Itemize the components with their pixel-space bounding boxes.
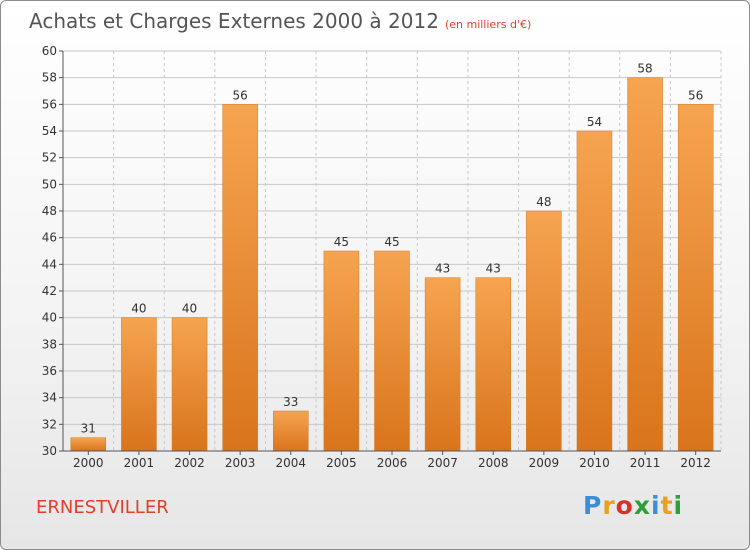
bar bbox=[627, 77, 663, 452]
bar bbox=[424, 277, 461, 452]
y-tick-label: 60 bbox=[42, 44, 57, 58]
y-tick-label: 56 bbox=[42, 97, 57, 111]
logo-letter: i bbox=[651, 491, 661, 520]
x-tick-label: 2005 bbox=[326, 456, 357, 470]
y-tick-label: 52 bbox=[42, 151, 57, 165]
logo-letter: i bbox=[673, 491, 684, 520]
bar bbox=[323, 250, 360, 452]
y-tick-label: 36 bbox=[42, 364, 57, 378]
bar bbox=[677, 104, 714, 452]
bars: 31 40 40 56 33 45 45 43 43 48 54 58 56 bbox=[70, 62, 714, 452]
x-tick-label: 2012 bbox=[680, 456, 711, 470]
bar-value-label: 31 bbox=[81, 422, 96, 436]
x-tick-label: 2003 bbox=[225, 456, 256, 470]
chart-title: Achats et Charges Externes 2000 à 2012 (e… bbox=[29, 9, 531, 33]
x-tick-label: 2001 bbox=[124, 456, 155, 470]
bar bbox=[526, 210, 562, 452]
x-tick-label: 2006 bbox=[377, 456, 408, 470]
place-name: ERNESTVILLER bbox=[36, 497, 169, 518]
axes: 30 32 34 36 38 40 42 44 46 48 50 52 54 56 58 60 2000 2001… bbox=[42, 44, 721, 470]
x-tick-label: 2011 bbox=[630, 456, 661, 470]
y-tick-label: 46 bbox=[42, 231, 57, 245]
bar-value-label: 56 bbox=[688, 88, 703, 102]
proxiti-logo[interactable]: Proxiti bbox=[583, 491, 683, 520]
bar-value-label: 40 bbox=[131, 302, 146, 316]
y-tick-label: 30 bbox=[42, 444, 57, 458]
logo-letter: t bbox=[660, 491, 674, 520]
bar bbox=[576, 130, 613, 452]
logo-letter: r bbox=[602, 491, 616, 520]
bar bbox=[171, 317, 208, 452]
bar bbox=[273, 410, 309, 452]
chart-title-text: Achats et Charges Externes 2000 à 2012 bbox=[29, 9, 439, 33]
y-tick-label: 38 bbox=[42, 337, 57, 351]
y-tick-label: 40 bbox=[42, 311, 57, 325]
x-tick-label: 2008 bbox=[478, 456, 509, 470]
y-tick-label: 32 bbox=[42, 417, 57, 431]
bar-value-label: 40 bbox=[182, 302, 197, 316]
x-tick-label: 2002 bbox=[174, 456, 205, 470]
bar bbox=[70, 437, 107, 452]
bar-value-label: 43 bbox=[486, 262, 501, 276]
bar-value-label: 45 bbox=[384, 235, 399, 249]
x-tick-label: 2009 bbox=[529, 456, 560, 470]
bar bbox=[222, 104, 258, 452]
y-tick-label: 42 bbox=[42, 284, 57, 298]
bar-value-label: 58 bbox=[637, 62, 652, 76]
y-tick-label: 48 bbox=[42, 204, 57, 218]
bar bbox=[475, 277, 511, 452]
x-tick-label: 2004 bbox=[275, 456, 306, 470]
bar bbox=[374, 250, 410, 452]
x-tick-label: 2010 bbox=[579, 456, 610, 470]
x-tick-label: 2007 bbox=[427, 456, 458, 470]
x-tick-label: 2000 bbox=[73, 456, 104, 470]
bar-value-label: 48 bbox=[536, 195, 551, 209]
bar-value-label: 33 bbox=[283, 395, 298, 409]
bar bbox=[121, 317, 157, 452]
logo-letter: o bbox=[615, 491, 634, 520]
bar-value-label: 45 bbox=[334, 235, 349, 249]
y-tick-label: 58 bbox=[42, 71, 57, 85]
bar-value-label: 43 bbox=[435, 262, 450, 276]
y-tick-label: 34 bbox=[42, 391, 57, 405]
bar-value-label: 54 bbox=[587, 115, 602, 129]
chart-subtitle: (en milliers d'€) bbox=[444, 18, 532, 31]
logo-letter: P bbox=[583, 491, 603, 520]
y-tick-label: 44 bbox=[42, 257, 57, 271]
logo-letter: x bbox=[633, 491, 651, 520]
y-tick-label: 54 bbox=[42, 124, 57, 138]
y-tick-label: 50 bbox=[42, 177, 57, 191]
bar-value-label: 56 bbox=[233, 88, 248, 102]
